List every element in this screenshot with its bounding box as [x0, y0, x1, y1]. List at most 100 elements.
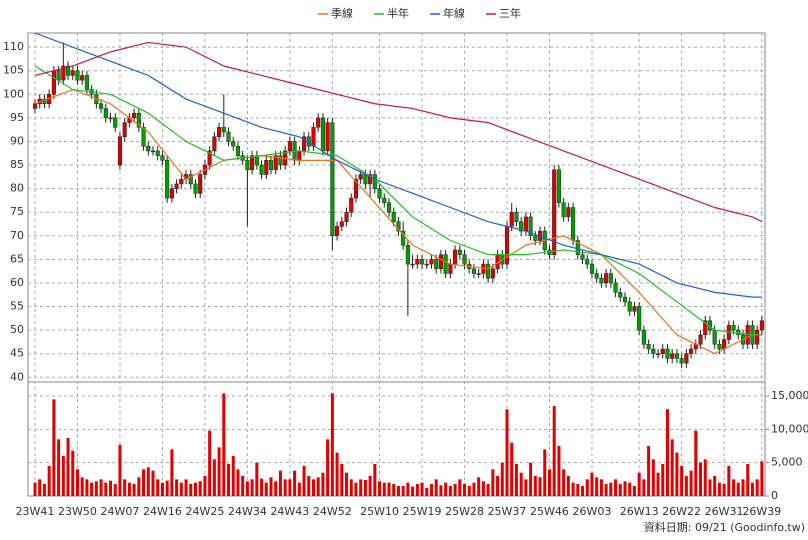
- candle-body: [571, 207, 576, 241]
- volume-bar: [326, 439, 330, 496]
- candle-body: [684, 353, 689, 364]
- y-tick-label: 105: [3, 64, 24, 77]
- candle-body: [415, 259, 420, 265]
- volume-bar: [647, 446, 651, 496]
- candle-body: [698, 334, 703, 345]
- candle-body: [641, 329, 646, 345]
- candle-body: [268, 160, 274, 171]
- candle-body: [80, 75, 85, 81]
- candle-body: [339, 221, 344, 227]
- volume-bar: [727, 466, 731, 496]
- volume-bar: [604, 484, 608, 496]
- candle-body: [528, 216, 533, 237]
- volume-bar: [595, 477, 599, 496]
- candle-body: [533, 235, 538, 241]
- volume-bar: [359, 479, 363, 496]
- candle-body: [150, 150, 156, 153]
- legend-label: 季線: [331, 6, 353, 20]
- y2-tick-label: 15,000: [771, 389, 808, 402]
- x-tick-label: 26W22: [662, 505, 701, 518]
- candle-body: [136, 112, 141, 128]
- candle-body: [273, 155, 278, 171]
- volume-bar: [717, 482, 721, 496]
- candle-body: [561, 202, 566, 218]
- y2-tick-label: 5,000: [771, 456, 803, 469]
- volume-bar: [160, 482, 164, 496]
- legend-label: 年線: [443, 6, 465, 20]
- candle-body: [132, 112, 137, 119]
- volume-bar: [363, 480, 367, 496]
- volume-bar: [316, 477, 320, 496]
- x-tick-label: 26W13: [620, 505, 659, 518]
- volume-bar: [472, 482, 476, 496]
- volume-bar: [505, 409, 509, 496]
- candle-body: [344, 211, 349, 222]
- volume-bar: [576, 484, 580, 496]
- x-tick-label: 25W19: [403, 505, 442, 518]
- volume-bar: [448, 486, 452, 496]
- volume-bar: [486, 484, 490, 496]
- candle-body: [122, 122, 127, 138]
- candle-body: [221, 127, 226, 133]
- candle-body: [70, 70, 75, 76]
- y-tick-label: 75: [10, 205, 24, 218]
- candle-body: [65, 65, 71, 76]
- candle-body: [637, 306, 642, 331]
- candle-body: [377, 188, 382, 199]
- volume-bar: [231, 456, 235, 496]
- volume-bar: [227, 464, 231, 496]
- x-tick-label: 25W10: [360, 505, 399, 518]
- candle-body: [349, 197, 354, 213]
- volume-bar: [373, 464, 377, 496]
- volume-bar: [396, 486, 400, 496]
- candle-body: [490, 268, 495, 279]
- volume-bar: [670, 439, 674, 496]
- candle-body: [755, 329, 760, 345]
- volume-bar: [713, 476, 717, 496]
- volume-bar: [411, 486, 415, 496]
- candle-body: [325, 122, 330, 152]
- candle-body: [212, 136, 217, 152]
- candle-body: [613, 282, 618, 293]
- volume-bar: [57, 439, 61, 496]
- candle-body: [75, 70, 80, 81]
- volume-bar: [198, 481, 202, 496]
- volume-bar: [467, 486, 471, 496]
- volume-bar: [90, 482, 94, 496]
- candle-body: [722, 339, 727, 350]
- candle-body: [61, 65, 66, 81]
- y-tick-label: 80: [10, 182, 24, 195]
- volume-bar: [760, 461, 764, 496]
- candle-body: [198, 174, 203, 194]
- volume-bar: [750, 482, 754, 496]
- y2-tick-label: 0: [771, 489, 778, 502]
- volume-bar: [481, 481, 485, 496]
- volume-bar: [193, 482, 197, 496]
- volume-bar: [208, 430, 212, 496]
- candle-body: [179, 178, 184, 185]
- volume-bar: [514, 464, 518, 496]
- x-tick-label: 25W28: [445, 505, 484, 518]
- candle-body: [514, 211, 519, 222]
- candle-body: [679, 358, 684, 364]
- volume-bar: [222, 393, 226, 496]
- y-tick-label: 60: [10, 276, 24, 289]
- candle-body: [231, 141, 236, 147]
- candle-body: [438, 254, 443, 270]
- volume-bar: [293, 470, 297, 496]
- volume-bar: [278, 470, 282, 496]
- candle-body: [311, 127, 316, 147]
- candle-body: [297, 150, 302, 161]
- candle-body: [358, 174, 363, 180]
- candle-body: [509, 211, 514, 227]
- volume-bar: [651, 459, 655, 496]
- volume-bar: [581, 486, 585, 496]
- volume-bar: [755, 479, 759, 496]
- y-tick-label: 45: [10, 347, 24, 360]
- volume-bar: [127, 482, 131, 496]
- volume-bar: [212, 459, 216, 496]
- candle-body: [250, 155, 255, 171]
- volume-bar: [491, 469, 495, 496]
- volume-bar: [245, 481, 249, 496]
